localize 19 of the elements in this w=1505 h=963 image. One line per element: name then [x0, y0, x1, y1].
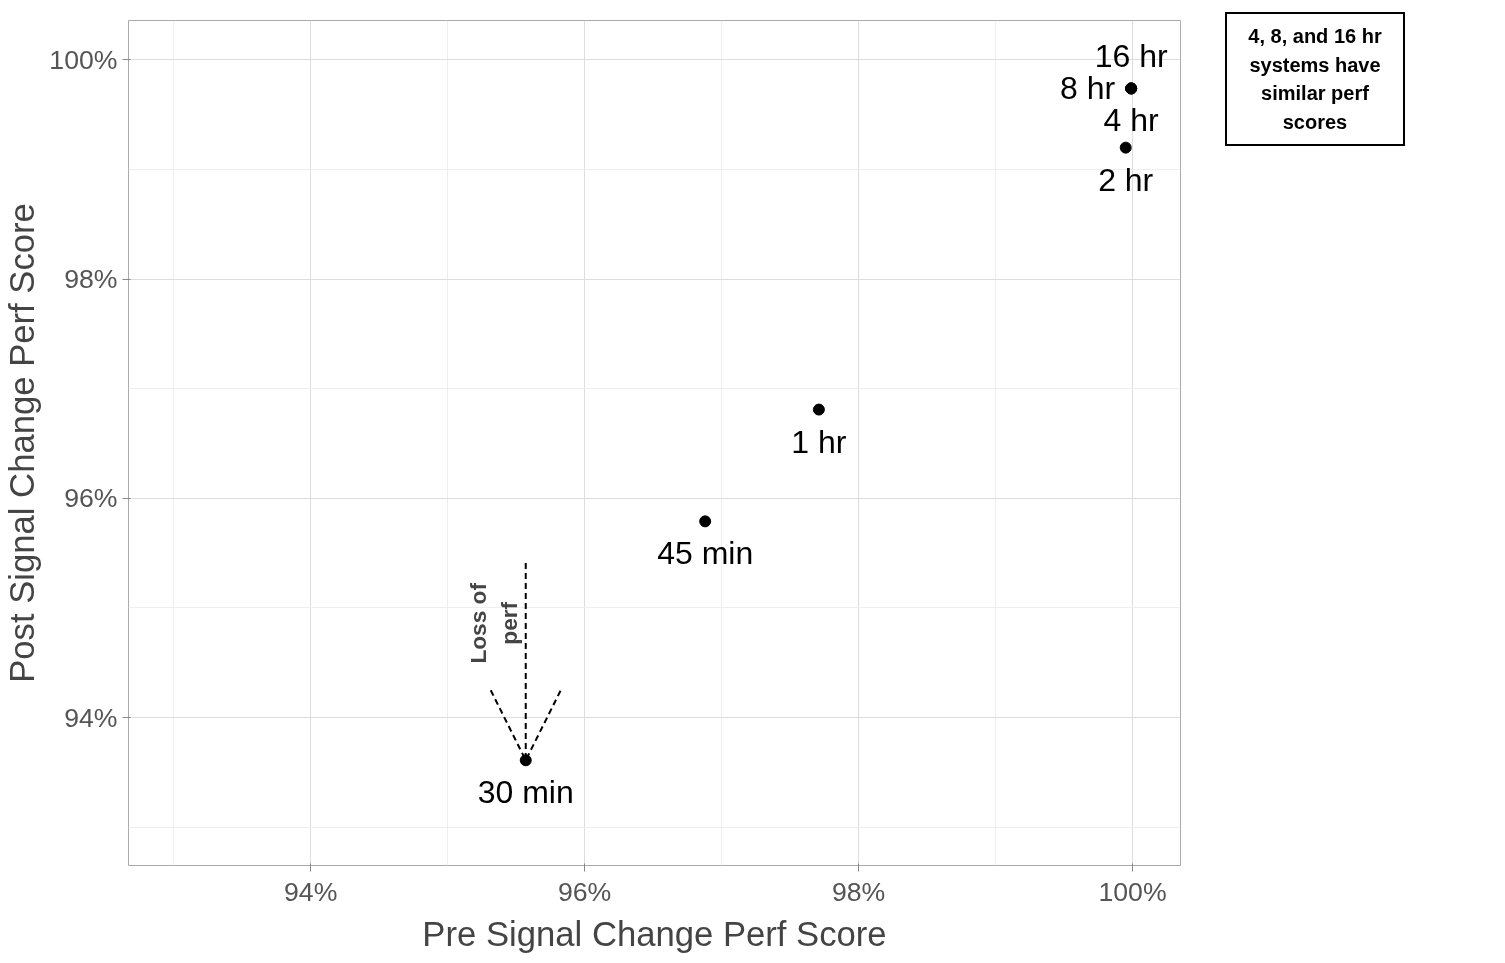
- y-axis-title: Post Signal Change Perf Score: [3, 203, 42, 683]
- legend-label: 30 min: [477, 774, 574, 811]
- text: 4, 8, and 16 hr systems have similar perf scores: [1225, 12, 1405, 147]
- series-label: 45 min: [657, 535, 754, 572]
- y-tick-label: 96%: [64, 483, 118, 514]
- annotation: Loss of perf: [465, 582, 523, 664]
- x-tick-label: 94%: [284, 876, 338, 907]
- x-axis-title: Pre Signal Change Perf Score: [422, 914, 887, 953]
- x-tick-label: 96%: [557, 876, 612, 907]
- series-label: 2 hr: [1098, 161, 1154, 198]
- y-tick-label: 98%: [64, 264, 118, 295]
- x-tick-label: 100%: [1098, 876, 1167, 907]
- point: [699, 515, 712, 528]
- point: [812, 403, 825, 416]
- point: [1119, 141, 1132, 154]
- y-tick-label: 94%: [64, 702, 118, 733]
- y-tick-label: 100%: [49, 44, 118, 75]
- x-tick-label: 98%: [831, 876, 886, 907]
- series-label: 1 hr: [791, 423, 847, 460]
